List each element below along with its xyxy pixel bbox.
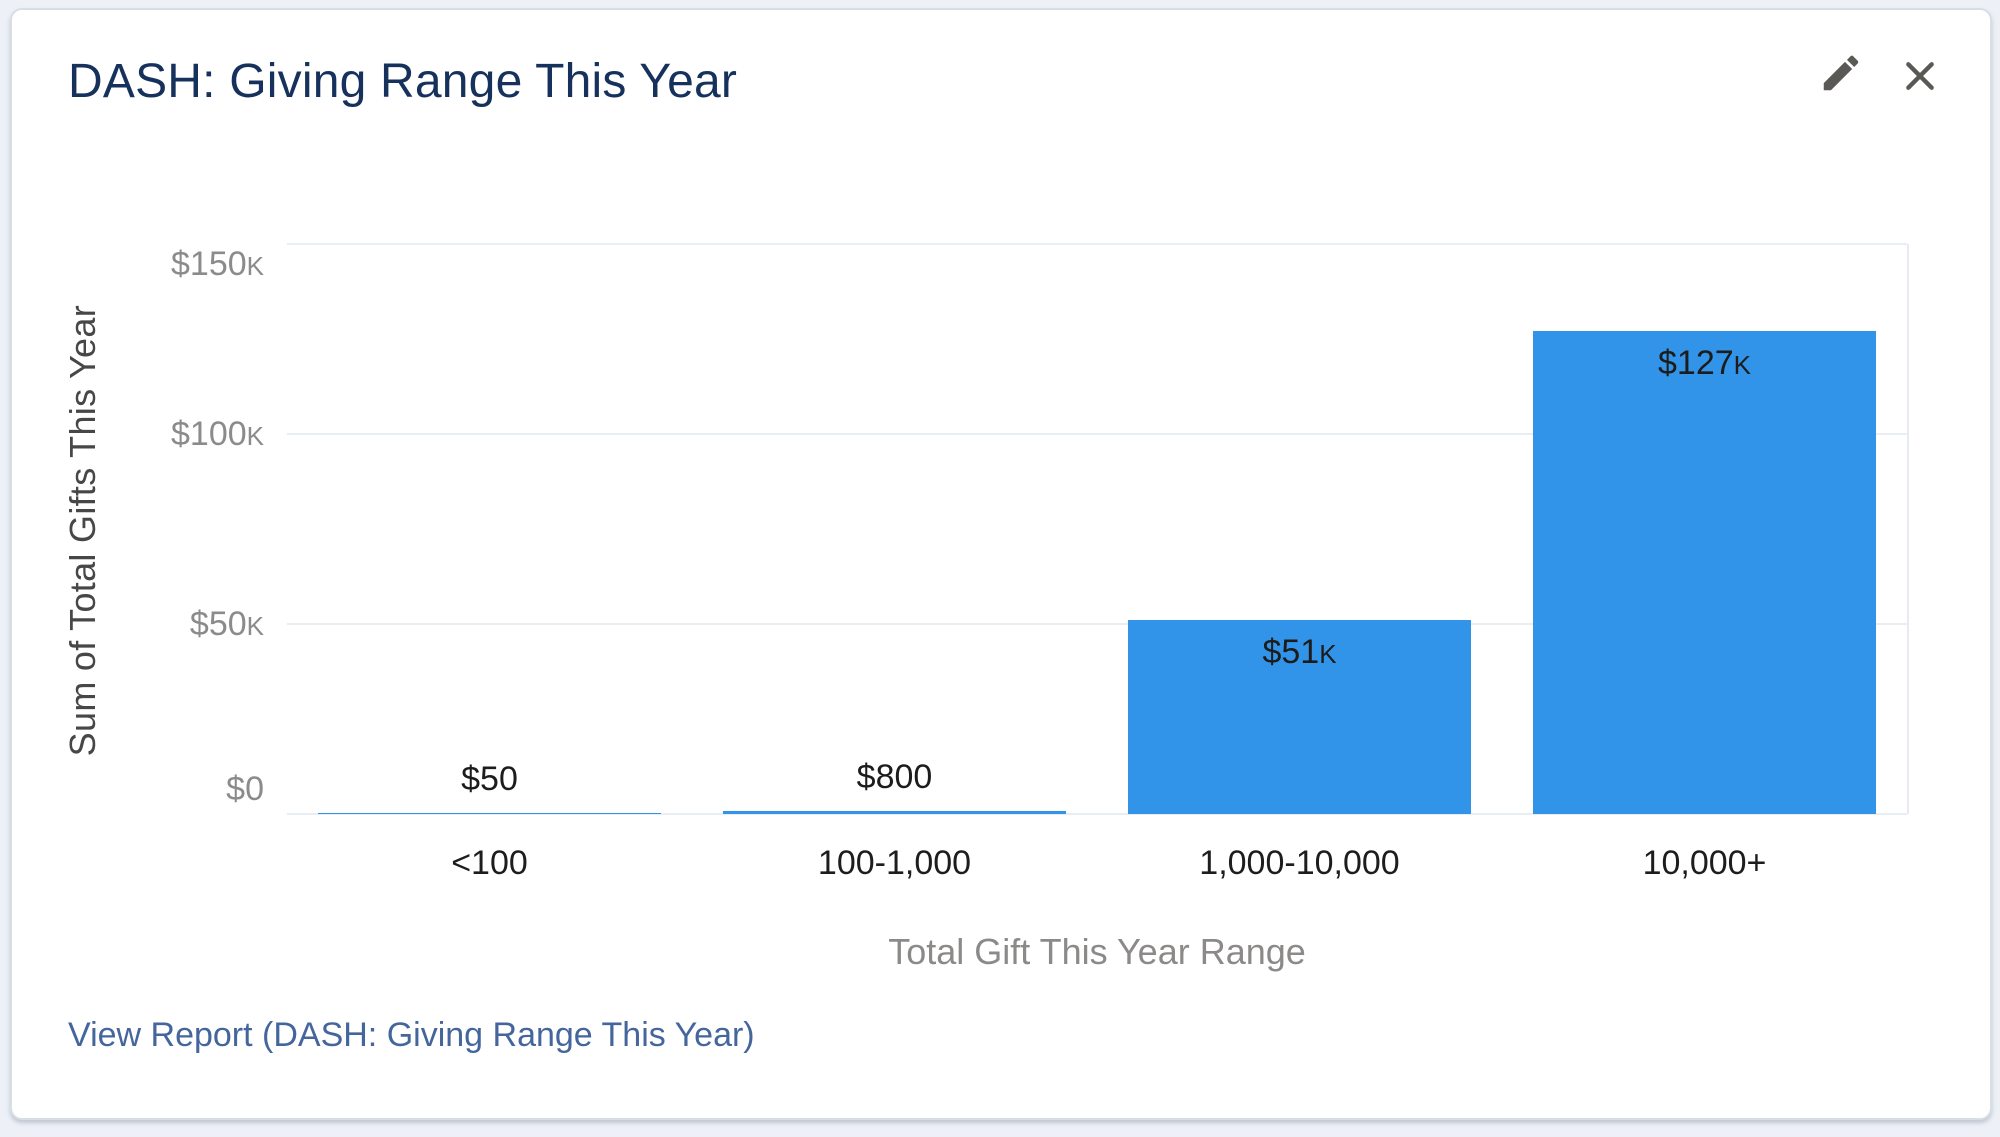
x-axis-category-label: 10,000+ xyxy=(1642,844,1767,882)
gridline xyxy=(287,243,1907,245)
bar-value-label: $51K xyxy=(1262,633,1337,671)
y-axis-tick-label: $0 xyxy=(226,770,264,808)
edit-button[interactable] xyxy=(1818,50,1864,96)
bar[interactable] xyxy=(318,813,661,814)
pencil-icon xyxy=(1823,55,1859,91)
y-axis-tick-label: $150K xyxy=(171,245,264,283)
dashboard-widget-card: DASH: Giving Range This Year Sum of Tota… xyxy=(10,8,1992,1120)
bar-value-label: $127K xyxy=(1658,344,1751,382)
close-icon xyxy=(1906,62,1934,90)
gridline xyxy=(287,813,1907,815)
gridline xyxy=(287,623,1907,625)
y-axis-tick-label: $100K xyxy=(171,415,264,453)
x-axis-category-label: 1,000-10,000 xyxy=(1199,844,1400,882)
view-report-link[interactable]: View Report (DASH: Giving Range This Yea… xyxy=(68,1016,755,1054)
gridline xyxy=(287,433,1907,435)
y-axis-title: Sum of Total Gifts This Year xyxy=(62,305,103,757)
x-axis-title: Total Gift This Year Range xyxy=(888,931,1306,972)
y-axis-tick-label: $50K xyxy=(189,605,264,643)
bar[interactable] xyxy=(723,811,1066,814)
close-button[interactable] xyxy=(1900,56,1940,96)
x-axis-category-label: 100-1,000 xyxy=(817,844,972,882)
bar-value-label: $50 xyxy=(461,760,518,798)
plot-area: $0 $50K $100K $150K $50 <100 $800 100-1,000 $51K… xyxy=(171,243,1909,882)
widget-title: DASH: Giving Range This Year xyxy=(68,55,738,108)
x-axis-category-label: <100 xyxy=(451,844,528,882)
bar-value-label: $800 xyxy=(856,758,933,796)
bar[interactable] xyxy=(1128,620,1471,814)
bar[interactable] xyxy=(1533,331,1876,814)
